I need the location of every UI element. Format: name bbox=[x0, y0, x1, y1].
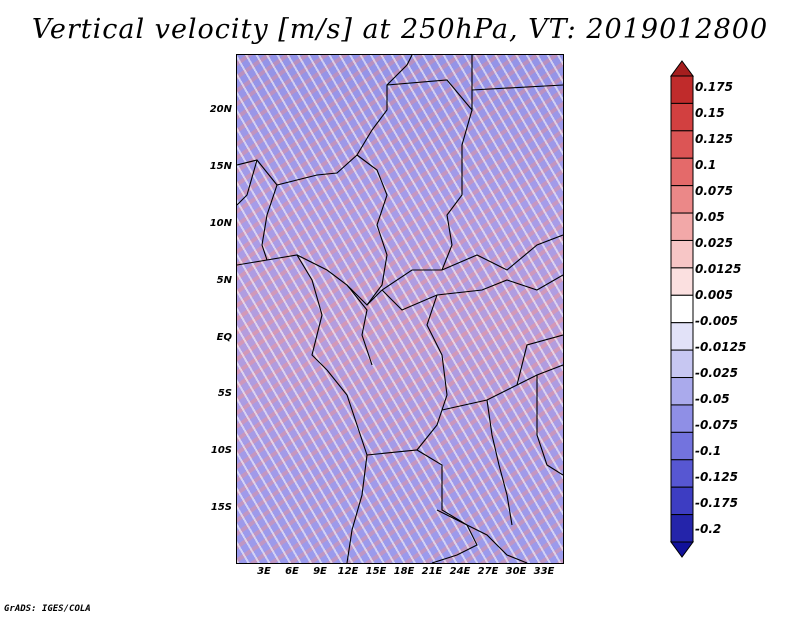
lon-label-15e: 15E bbox=[365, 566, 387, 577]
colorbar-label-12: -0.05 bbox=[695, 392, 730, 406]
lon-label-30e: 30E bbox=[505, 566, 527, 577]
colorbar-segment bbox=[670, 322, 694, 351]
lat-label-15s: 15S bbox=[210, 502, 232, 513]
colorbar-label-6: 0.025 bbox=[695, 236, 733, 250]
colorbar-segment bbox=[670, 431, 694, 461]
colorbar-label-9: -0.005 bbox=[695, 314, 738, 328]
colorbar-min-arrow bbox=[670, 541, 694, 558]
colorbar-label-15: -0.125 bbox=[695, 470, 738, 484]
colorbar-segment bbox=[670, 349, 694, 379]
lon-label-12e: 12E bbox=[337, 566, 359, 577]
colorbar-segment bbox=[670, 130, 694, 159]
lon-label-9e: 9E bbox=[313, 566, 327, 577]
colorbar-label-0: 0.175 bbox=[695, 80, 733, 94]
lat-label-10n: 10N bbox=[209, 218, 232, 229]
colorbar-segment bbox=[670, 486, 694, 516]
map-title: Vertical velocity [m/s] at 250hPa, VT: 2… bbox=[31, 14, 769, 45]
lat-label-5s: 5S bbox=[217, 388, 232, 399]
lat-label-eq: EQ bbox=[216, 332, 232, 343]
lon-label-21e: 21E bbox=[421, 566, 443, 577]
lat-label-5n: 5N bbox=[216, 275, 232, 286]
colorbar-label-17: -0.2 bbox=[695, 522, 722, 536]
colorbar-label-10: -0.0125 bbox=[695, 340, 747, 354]
colorbar-label-4: 0.075 bbox=[695, 184, 733, 198]
lat-label-10s: 10S bbox=[210, 445, 232, 456]
colorbar-label-13: -0.075 bbox=[695, 418, 738, 432]
colorbar-segment bbox=[670, 404, 694, 433]
colorbar-segment bbox=[670, 212, 694, 241]
footer-credit: GrADS: IGES/COLA bbox=[4, 604, 91, 614]
lat-label-20n: 20N bbox=[209, 104, 232, 115]
colorbar bbox=[670, 60, 694, 558]
colorbar-segment bbox=[670, 185, 694, 214]
colorbar-label-1: 0.15 bbox=[695, 106, 725, 120]
colorbar-label-7: 0.0125 bbox=[695, 262, 742, 276]
colorbar-segment bbox=[670, 377, 694, 406]
colorbar-label-8: 0.005 bbox=[695, 288, 733, 302]
colorbar-label-14: -0.1 bbox=[695, 444, 722, 458]
colorbar-label-5: 0.05 bbox=[695, 210, 725, 224]
country-borders bbox=[237, 55, 563, 563]
colorbar-segment bbox=[670, 514, 694, 543]
colorbar-segment bbox=[670, 75, 694, 104]
colorbar-segment bbox=[670, 157, 694, 187]
colorbar-segment bbox=[670, 294, 694, 324]
colorbar-segment bbox=[670, 239, 694, 269]
lon-label-27e: 27E bbox=[477, 566, 499, 577]
lon-label-6e: 6E bbox=[285, 566, 299, 577]
colorbar-segment bbox=[670, 102, 694, 132]
lon-label-24e: 24E bbox=[449, 566, 471, 577]
colorbar-segment bbox=[670, 459, 694, 488]
colorbar-segment bbox=[670, 267, 694, 296]
lon-label-18e: 18E bbox=[393, 566, 415, 577]
colorbar-label-3: 0.1 bbox=[695, 158, 717, 172]
lat-label-15n: 15N bbox=[209, 161, 232, 172]
map-panel[interactable] bbox=[236, 54, 564, 564]
colorbar-label-16: -0.175 bbox=[695, 496, 738, 510]
lon-label-3e: 3E bbox=[257, 566, 271, 577]
colorbar-max-arrow bbox=[670, 60, 694, 77]
colorbar-label-2: 0.125 bbox=[695, 132, 733, 146]
colorbar-label-11: -0.025 bbox=[695, 366, 738, 380]
lon-label-33e: 33E bbox=[533, 566, 555, 577]
